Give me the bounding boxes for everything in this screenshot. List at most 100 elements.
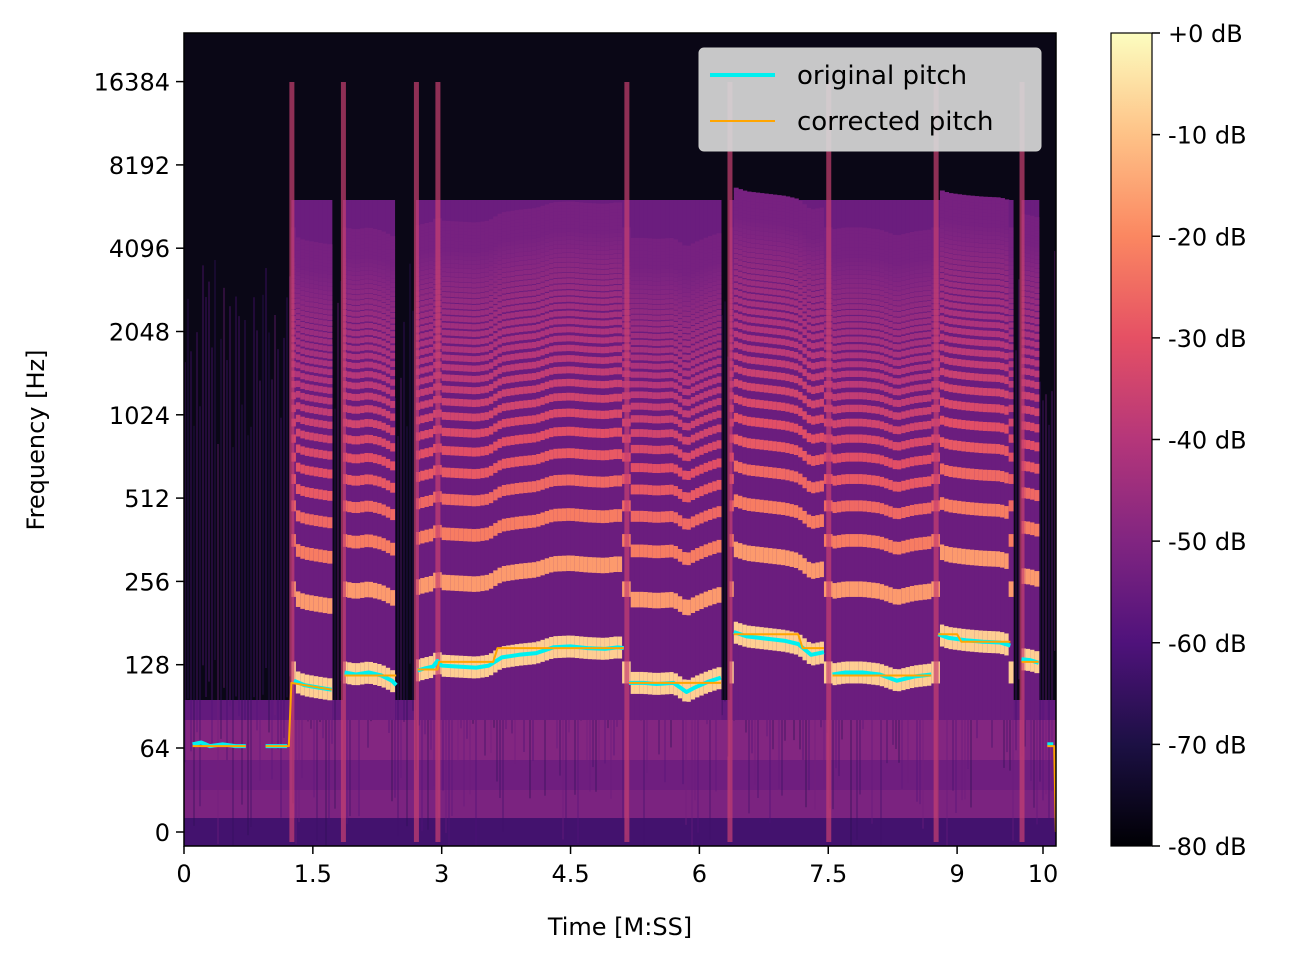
spec-harmonic-band	[309, 264, 315, 269]
spec-harmonic-band	[652, 382, 658, 389]
spec-harmonic-band	[643, 260, 649, 265]
spec-harmonic-band	[673, 348, 679, 354]
spec-harmonic-band	[327, 490, 333, 501]
spec-harmonic-band	[609, 410, 615, 419]
spec-harmonic-band	[596, 226, 602, 231]
spec-harmonic-band	[480, 221, 486, 226]
spec-harmonic-band	[424, 299, 430, 305]
spec-harmonic-band	[793, 221, 799, 226]
spec-harmonic-band	[514, 305, 520, 311]
spec-harmonic-band	[347, 237, 353, 242]
spec-harmonic-band	[673, 546, 679, 559]
spec-harmonic-band	[811, 318, 816, 324]
spec-harmonic-band	[592, 237, 597, 242]
spec-harmonic-band	[557, 555, 563, 572]
spec-background-band	[184, 720, 1056, 760]
spec-harmonic-band	[690, 262, 696, 267]
spec-harmonic-band	[527, 317, 533, 324]
spec-harmonic-band	[566, 326, 572, 333]
spec-harmonic-band	[428, 237, 434, 242]
spec-harmonic-band	[523, 209, 529, 213]
spec-harmonic-band	[677, 254, 683, 259]
spec-harmonic-band	[566, 318, 572, 324]
spec-harmonic-band	[364, 237, 370, 241]
spec-harmonic-band	[617, 205, 623, 210]
spec-harmonic-band	[750, 345, 756, 353]
spec-harmonic-band	[699, 334, 705, 340]
spec-harmonic-band	[304, 547, 310, 560]
spec-harmonic-band	[699, 266, 705, 271]
spec-harmonic-band	[420, 367, 426, 374]
spec-harmonic-band	[750, 204, 756, 209]
spec-harmonic-band	[480, 237, 486, 242]
spec-harmonic-band	[785, 278, 791, 284]
spec-harmonic-band	[372, 317, 378, 323]
spec-harmonic-band	[763, 547, 769, 564]
spec-harmonic-band	[313, 242, 319, 246]
spec-harmonic-band	[523, 563, 529, 579]
spec-harmonic-band	[686, 423, 692, 431]
spec-harmonic-band	[755, 248, 761, 254]
spec-harmonic-band	[557, 393, 563, 401]
spec-harmonic-band	[327, 353, 333, 359]
spec-harmonic-band	[579, 229, 585, 233]
spec-harmonic-band	[570, 448, 576, 459]
spec-harmonic-band	[755, 243, 761, 249]
spec-harmonic-band	[497, 269, 503, 275]
spec-harmonic-band	[458, 277, 464, 283]
spec-harmonic-band	[364, 361, 370, 368]
spec-harmonic-band	[665, 511, 670, 523]
spec-harmonic-band	[355, 436, 361, 445]
spec-harmonic-band	[763, 384, 769, 393]
spec-harmonic-band	[592, 298, 597, 304]
spec-harmonic-band	[763, 370, 769, 379]
spec-harmonic-band	[669, 484, 675, 495]
spec-voiced-column	[652, 200, 658, 720]
spec-harmonic-band	[677, 548, 683, 562]
spec-harmonic-band	[523, 400, 529, 409]
spec-harmonic-band	[471, 252, 477, 257]
spec-harmonic-band	[553, 214, 559, 219]
spec-harmonic-band	[772, 303, 778, 310]
spec-harmonic-band	[566, 248, 572, 253]
spec-harmonic-band	[501, 234, 507, 239]
spec-harmonic-band	[309, 244, 315, 248]
spec-harmonic-band	[673, 305, 679, 310]
spec-harmonic-band	[643, 445, 649, 454]
spec-harmonic-band	[458, 227, 464, 232]
spec-harmonic-band	[458, 364, 464, 372]
spec-harmonic-band	[634, 463, 640, 473]
spec-harmonic-band	[327, 369, 333, 376]
spec-harmonic-band	[360, 258, 365, 263]
spec-harmonic-band	[566, 355, 572, 362]
spec-harmonic-band	[570, 366, 576, 374]
spec-harmonic-band	[755, 269, 761, 275]
spec-harmonic-band	[497, 284, 503, 290]
spec-voiced-column	[454, 200, 460, 720]
spec-harmonic-band	[673, 593, 679, 609]
spec-harmonic-band	[579, 232, 585, 237]
spec-harmonic-band	[506, 272, 512, 277]
spec-harmonic-band	[484, 267, 490, 272]
spec-harmonic-band	[519, 363, 524, 370]
spec-harmonic-band	[785, 550, 791, 566]
spec-harmonic-band	[493, 263, 499, 268]
spec-harmonic-band	[669, 402, 675, 410]
spec-harmonic-band	[523, 235, 529, 240]
spec-harmonic-band	[368, 344, 374, 351]
spec-harmonic-band	[364, 581, 370, 598]
spec-harmonic-band	[665, 272, 670, 277]
spec-harmonic-band	[587, 249, 593, 255]
spec-harmonic-band	[360, 405, 365, 414]
spec-harmonic-band	[313, 318, 319, 324]
spec-onset-streak	[340, 82, 346, 842]
spec-harmonic-band	[789, 200, 795, 204]
spec-harmonic-band	[673, 295, 679, 300]
spec-harmonic-band	[604, 305, 610, 311]
spec-harmonic-band	[819, 210, 825, 215]
spec-harmonic-band	[463, 428, 469, 438]
spec-harmonic-band	[690, 309, 696, 314]
spec-noise-streak	[1054, 251, 1056, 652]
spec-harmonic-band	[755, 439, 761, 450]
spec-harmonic-band	[441, 259, 447, 264]
